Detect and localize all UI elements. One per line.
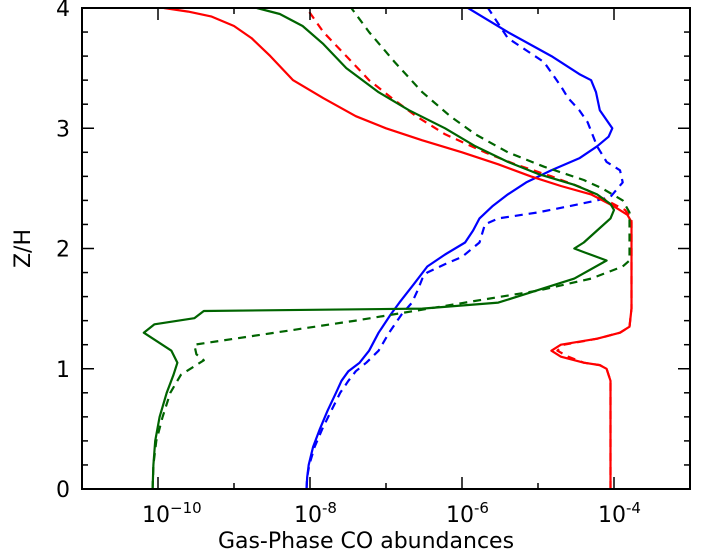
x-tick-label: 10-4 xyxy=(598,499,641,528)
series-line-red-solid xyxy=(163,8,633,489)
series-line-green-solid xyxy=(142,8,616,489)
series-line-blue-solid xyxy=(305,8,614,489)
x-tick-label: 10−10 xyxy=(142,499,202,528)
ticks-layer: 10−10 10-8 10-6 10-4 0 1 2 3 4 xyxy=(56,0,691,528)
y-tick-label: 3 xyxy=(56,117,70,142)
y-tick-label: 4 xyxy=(56,0,70,22)
plot-frame xyxy=(81,7,691,490)
series-line-red-dashed xyxy=(305,8,633,489)
series-line-green-dashed xyxy=(151,8,631,489)
y-tick-label: 2 xyxy=(56,238,70,263)
y-tick-label: 0 xyxy=(56,478,70,503)
x-axis-label: Gas-Phase CO abundances xyxy=(218,529,514,554)
series-line-blue-dashed xyxy=(305,8,624,489)
y-tick-label: 1 xyxy=(56,358,70,383)
x-tick-label: 10-6 xyxy=(446,499,489,528)
y-axis-label: Z/H xyxy=(11,229,36,268)
x-tick-label: 10-8 xyxy=(294,499,337,528)
series-layer xyxy=(142,8,633,489)
